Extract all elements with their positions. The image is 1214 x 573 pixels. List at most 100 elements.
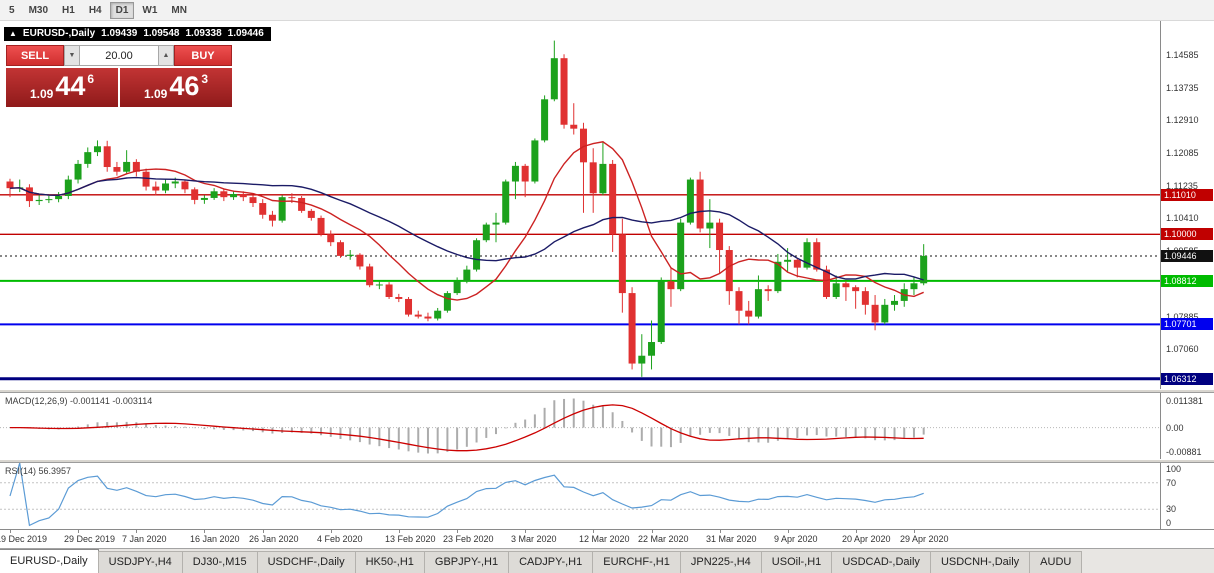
volume-increase-button[interactable]: ▲	[158, 45, 174, 66]
ohlc-close: 1.09446	[227, 28, 264, 39]
price-axis-label: 1.14585	[1166, 50, 1199, 60]
volume-input[interactable]	[80, 45, 158, 66]
quote-tiles: 1.09 44 6 1.09 46 3	[6, 68, 232, 107]
timeframe-button-h1[interactable]: H1	[56, 2, 81, 19]
date-axis-tick	[136, 530, 137, 533]
rsi-axis-label: 70	[1166, 478, 1177, 488]
date-axis: 19 Dec 2019 29 Dec 2019 7 Jan 2020 16 Jan 2…	[0, 529, 1214, 548]
trade-controls-row: SELL ▼ ▲ BUY	[6, 45, 232, 66]
date-axis-tick	[10, 530, 11, 533]
timeframe-button-mn[interactable]: MN	[165, 2, 193, 19]
rsi-indicator-label: RSI(14) 56.3957	[5, 466, 72, 476]
date-axis-tick	[457, 530, 458, 533]
date-axis-label: 12 Mar 2020	[579, 534, 630, 544]
date-axis-label: 22 Mar 2020	[638, 534, 689, 544]
price-axis: 1.14585 1.13735 1.12910 1.12085 1.11235 1.104…	[1160, 21, 1214, 529]
price-axis-label: 1.10410	[1166, 213, 1199, 223]
date-axis-tick	[593, 530, 594, 533]
date-axis-label: 16 Jan 2020	[190, 534, 240, 544]
chart-tab-jpn225-h4[interactable]: JPN225-,H4	[679, 551, 762, 573]
date-axis-tick	[399, 530, 400, 533]
price-level-badge-1-10000: 1.10000	[1161, 228, 1213, 240]
chart-tab-usoil-h1[interactable]: USOil-,H1	[760, 551, 833, 573]
price-level-badge-1-09446: 1.09446	[1161, 250, 1213, 262]
sell-price-tile[interactable]: 1.09 44 6	[6, 68, 118, 107]
buy-price-pips: 46	[169, 71, 200, 101]
macd-pane-splitter[interactable]	[0, 389, 1214, 393]
chart-tab-cadjpy-h1[interactable]: CADJPY-,H1	[508, 551, 594, 573]
date-axis-label: 9 Apr 2020	[774, 534, 818, 544]
date-axis-tick	[652, 530, 653, 533]
ohlc-open: 1.09439	[101, 28, 138, 39]
timeframe-button-5[interactable]: 5	[3, 2, 21, 19]
price-level-badge-1-08812: 1.08812	[1161, 275, 1213, 287]
price-level-badge-1-07701: 1.07701	[1161, 318, 1213, 330]
date-axis-label: 29 Apr 2020	[900, 534, 949, 544]
price-axis-label: 1.07060	[1166, 344, 1199, 354]
chart-tab-hk50-h1[interactable]: HK50-,H1	[354, 551, 425, 573]
timeframe-toolbar: 5 M30 H1 H4 D1 W1 MN	[0, 0, 1214, 21]
rsi-pane-splitter[interactable]	[0, 459, 1214, 463]
chart-tab-usdchf-daily[interactable]: USDCHF-,Daily	[256, 551, 356, 573]
rsi-axis-label: 30	[1166, 504, 1177, 514]
date-axis-label: 7 Jan 2020	[122, 534, 167, 544]
macd-indicator-label: MACD(12,26,9) -0.001141 -0.003114	[5, 396, 153, 406]
sell-price-point: 6	[87, 72, 95, 86]
timeframe-button-w1[interactable]: W1	[136, 2, 163, 19]
date-axis-tick	[204, 530, 205, 533]
chart-tab-dj30-m15[interactable]: DJ30-,M15	[181, 551, 258, 573]
buy-price-figure: 1.09	[143, 87, 168, 101]
volume-decrease-button[interactable]: ▼	[64, 45, 80, 66]
timeframe-button-h4[interactable]: H4	[83, 2, 108, 19]
chart-tab-usdjpy-h4[interactable]: USDJPY-,H4	[97, 551, 183, 573]
sell-button[interactable]: SELL	[6, 45, 64, 66]
timeframe-button-d1[interactable]: D1	[109, 1, 135, 19]
one-click-trade-panel: SELL ▼ ▲ BUY 1.09 44 6 1.09 46 3	[6, 45, 232, 107]
ohlc-bar: ▲ EURUSD-,Daily 1.09439 1.09548 1.09338 …	[4, 27, 271, 41]
chart-tab-usdcad-daily[interactable]: USDCAD-,Daily	[831, 551, 931, 573]
price-axis-label: 1.12085	[1166, 148, 1199, 158]
collapse-trade-panel-icon[interactable]: ▲	[9, 29, 17, 38]
chart-tab-usdcnh-daily[interactable]: USDCNH-,Daily	[929, 551, 1031, 573]
date-axis-tick	[856, 530, 857, 533]
chart-tab-gbpjpy-h1[interactable]: GBPJPY-,H1	[423, 551, 510, 573]
date-axis-tick	[914, 530, 915, 533]
chart-tab-eurchf-h1[interactable]: EURCHF-,H1	[592, 551, 681, 573]
chart-window[interactable]: 1.14585 1.13735 1.12910 1.12085 1.11235 1.104…	[0, 21, 1214, 548]
sell-price-figure: 1.09	[29, 87, 54, 101]
price-axis-label: 1.12910	[1166, 115, 1199, 125]
rsi-indicator-canvas[interactable]	[0, 463, 1160, 529]
date-axis-label: 4 Feb 2020	[317, 534, 363, 544]
date-axis-label: 3 Mar 2020	[511, 534, 557, 544]
date-axis-tick	[331, 530, 332, 533]
chart-tab-eurusd-daily[interactable]: EURUSD-,Daily	[0, 549, 99, 573]
ohlc-low: 1.09338	[185, 28, 222, 39]
date-axis-tick	[263, 530, 264, 533]
buy-price-point: 3	[201, 72, 209, 86]
macd-axis-label: 0.011381	[1166, 396, 1203, 406]
date-axis-label: 26 Jan 2020	[249, 534, 299, 544]
chart-tabs-bar: EURUSD-,Daily USDJPY-,H4 DJ30-,M15 USDCHF-,…	[0, 548, 1214, 573]
price-level-badge-1-06312: 1.06312	[1161, 373, 1213, 385]
date-axis-label: 13 Feb 2020	[385, 534, 436, 544]
date-axis-tick	[788, 530, 789, 533]
price-axis-label: 1.11235	[1166, 181, 1198, 191]
price-axis-label: 1.07885	[1166, 312, 1199, 322]
date-axis-label: 29 Dec 2019	[64, 534, 116, 544]
ohlc-high: 1.09548	[143, 28, 180, 39]
rsi-axis-label: 100	[1166, 464, 1182, 474]
chart-tab-audu[interactable]: AUDU	[1029, 551, 1083, 573]
date-axis-tick	[720, 530, 721, 533]
date-axis-label: 20 Apr 2020	[842, 534, 891, 544]
timeframe-button-m30[interactable]: M30	[23, 2, 54, 19]
date-axis-label: 19 Dec 2019	[0, 534, 48, 544]
price-axis-label: 1.13735	[1166, 83, 1199, 93]
buy-button[interactable]: BUY	[174, 45, 232, 66]
macd-indicator-canvas[interactable]	[0, 393, 1160, 459]
date-axis-tick	[78, 530, 79, 533]
buy-price-tile[interactable]: 1.09 46 3	[120, 68, 232, 107]
macd-axis-label: -0.00881	[1166, 447, 1202, 457]
date-axis-label: 31 Mar 2020	[706, 534, 757, 544]
date-axis-label: 23 Feb 2020	[443, 534, 494, 544]
date-axis-tick	[525, 530, 526, 533]
